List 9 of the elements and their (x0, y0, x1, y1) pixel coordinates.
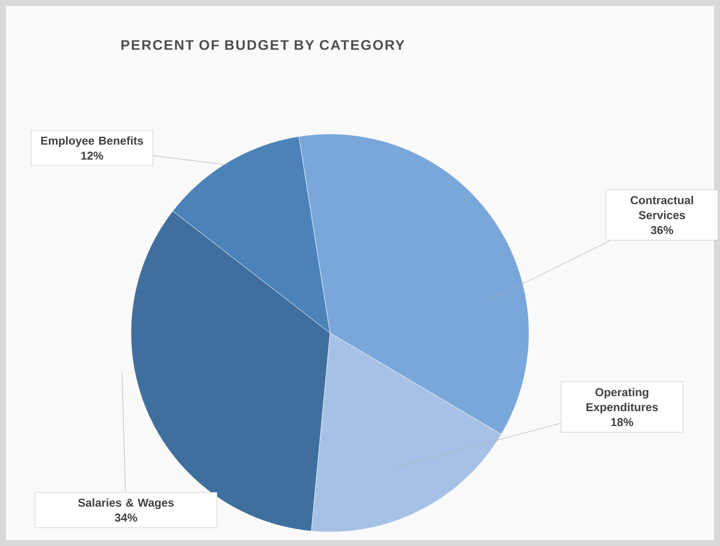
data-label: 36% (650, 226, 674, 234)
slice-label: Contractual Services (630, 196, 694, 220)
data-label: 18% (611, 418, 634, 426)
slice-label: Salaries & Wages (78, 498, 174, 510)
slice-label: Employee Benefits (41, 136, 144, 148)
chart-title: PERCENT OF BUDGET BY CATEGORY (121, 40, 404, 50)
data-label: 12% (81, 152, 104, 160)
slice-label: Operating Expenditures (586, 388, 658, 414)
data-label: 34% (114, 514, 138, 522)
